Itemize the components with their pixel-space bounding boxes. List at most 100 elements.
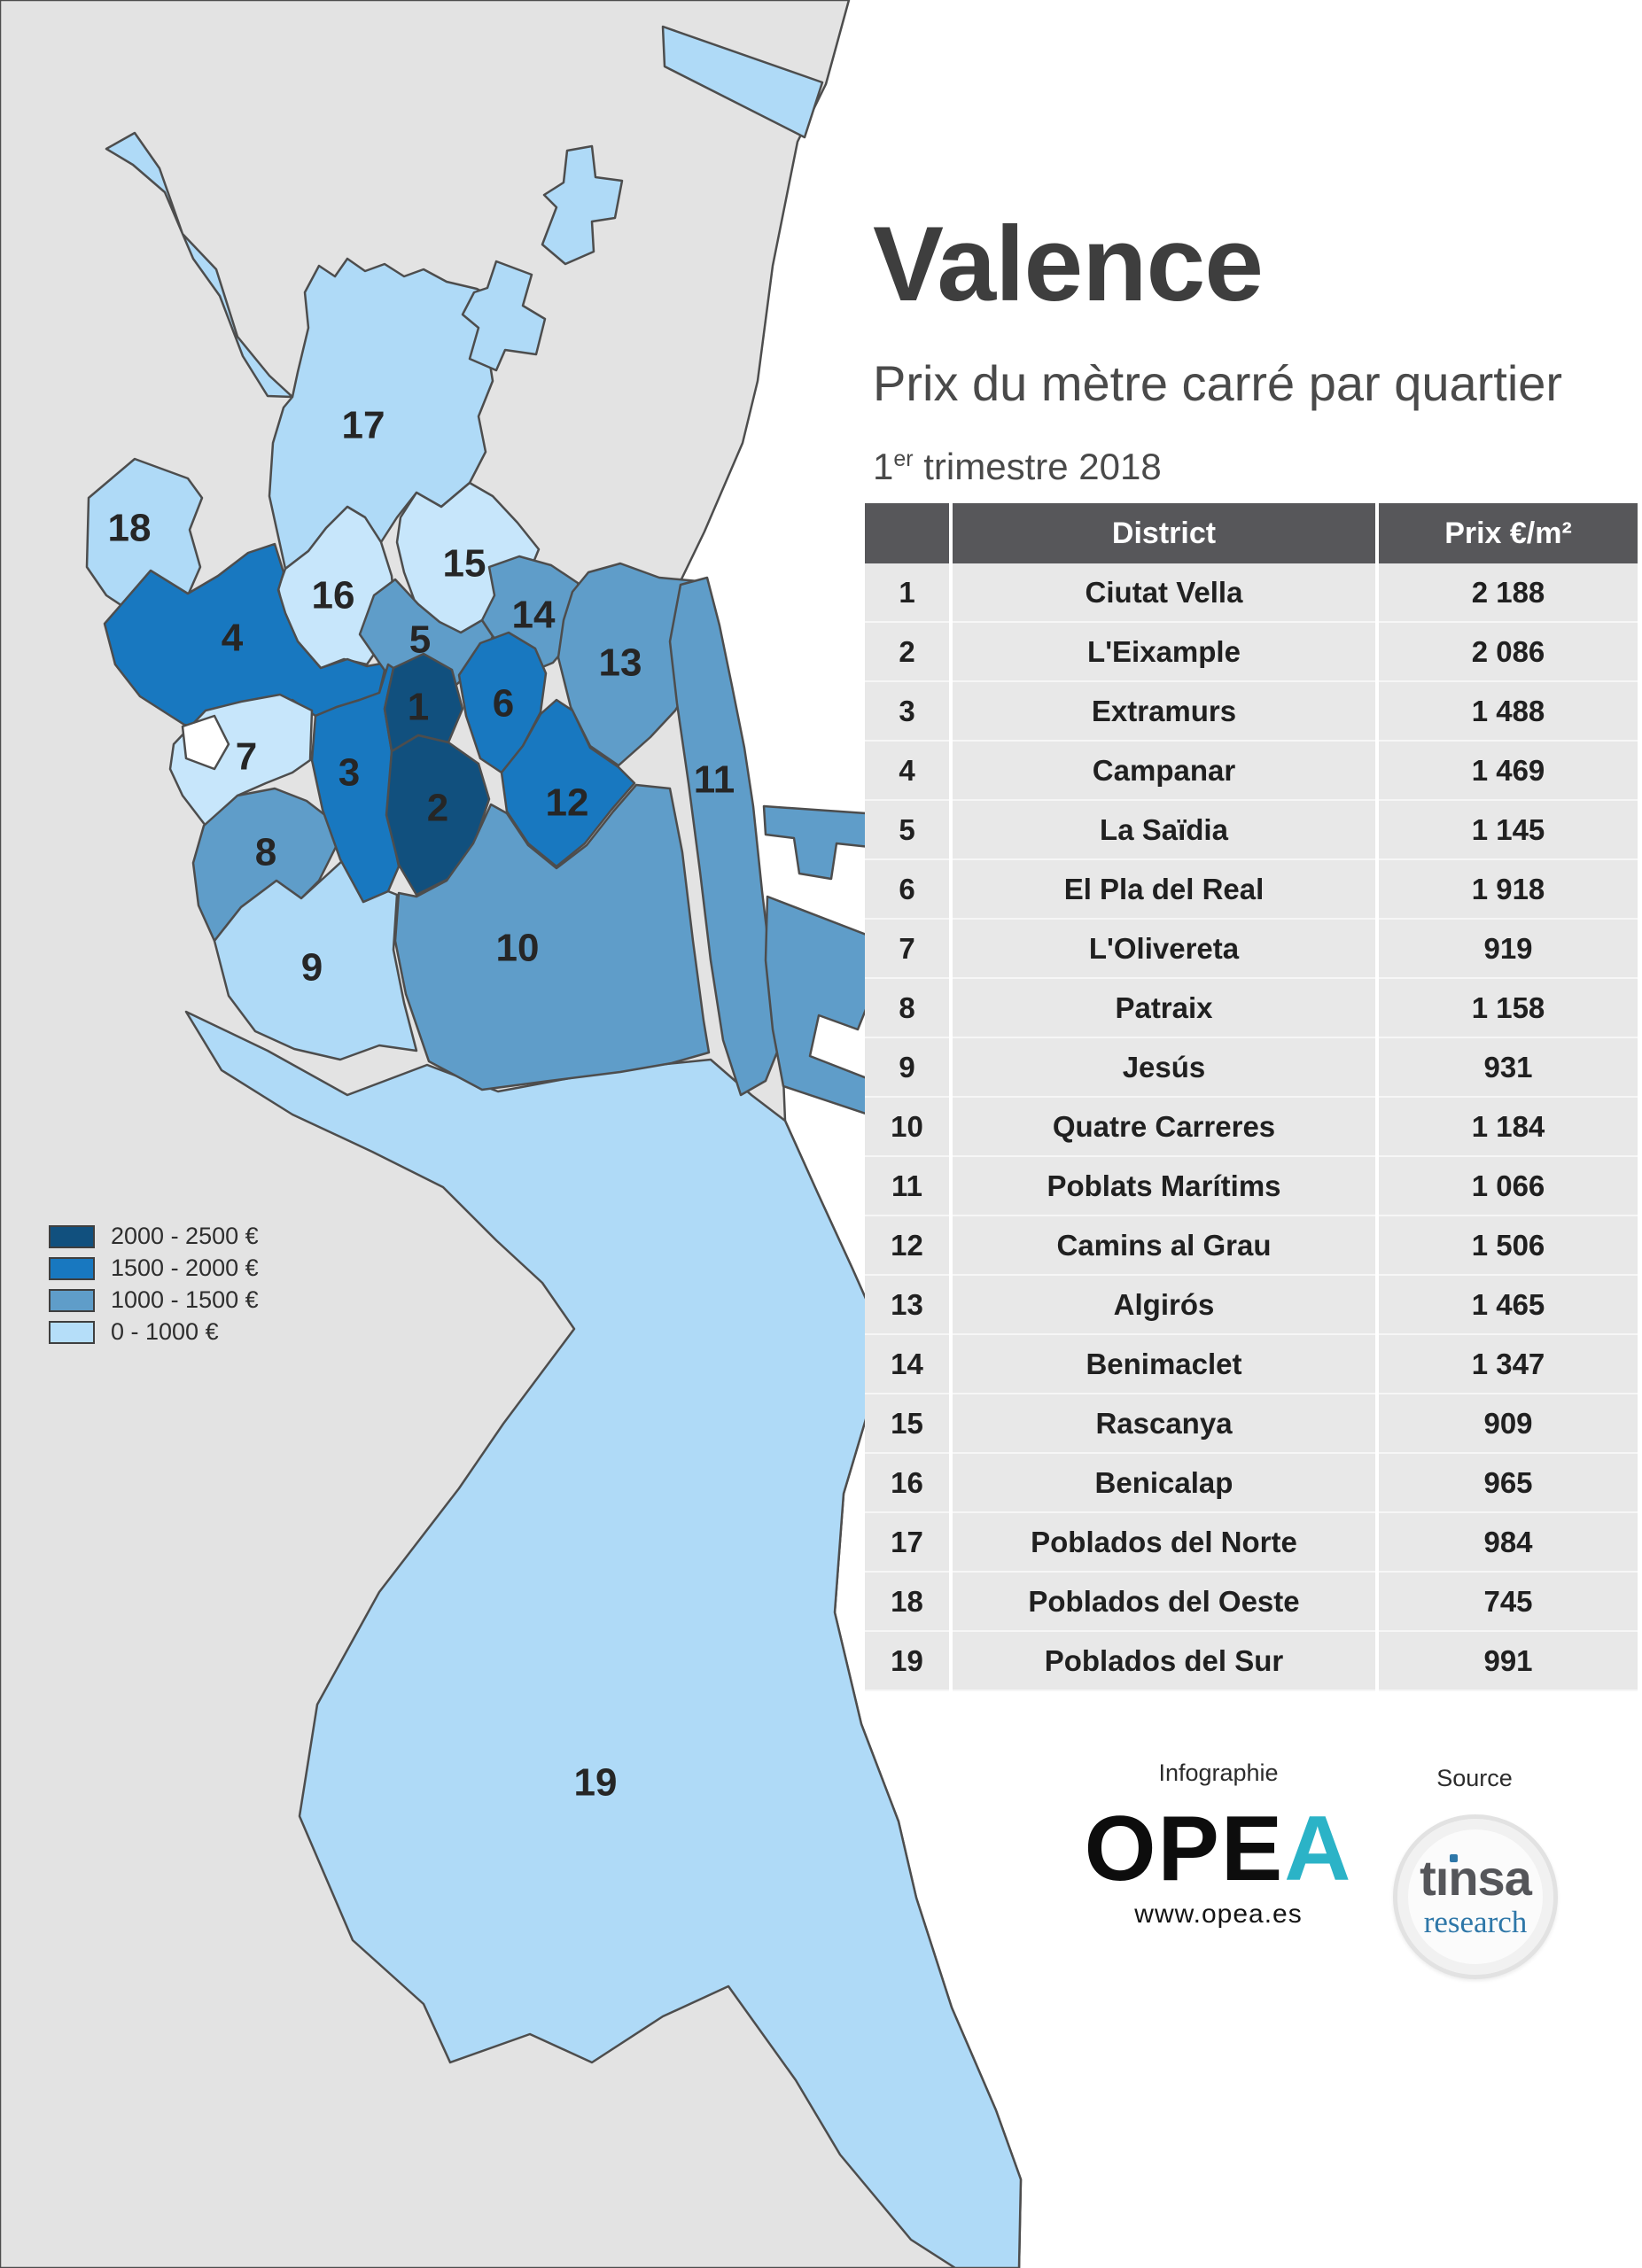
table-cell-number: 7 [865, 920, 949, 979]
tinsa-text: tınsa [1420, 1850, 1532, 1906]
district-7-label: 7 [236, 735, 257, 779]
table-cell-district: Camins al Grau [953, 1216, 1375, 1276]
table-cell-district: Extramurs [953, 682, 1375, 742]
table-cell-price: 1 347 [1379, 1335, 1638, 1394]
district-6-label: 6 [493, 682, 514, 726]
district-9-region [213, 859, 418, 1061]
table-cell-district: Poblados del Norte [953, 1513, 1375, 1573]
district-17-exclave-band [661, 25, 824, 139]
district-10-region [393, 783, 711, 1091]
legend-item: 1000 - 1500 € [49, 1286, 259, 1313]
legend: 2000 - 2500 € 1500 - 2000 € 1000 - 1500 € 0… [49, 1223, 259, 1352]
table-cell-price: 745 [1379, 1573, 1638, 1632]
legend-swatch [49, 1320, 95, 1344]
district-9-label: 9 [301, 946, 323, 990]
header-number [865, 503, 949, 563]
opea-text-black: OPE [1084, 1798, 1285, 1900]
table-cell-price: 1 145 [1379, 801, 1638, 860]
table-cell-number: 16 [865, 1454, 949, 1513]
table-cell-price: 1 506 [1379, 1216, 1638, 1276]
legend-label: 1000 - 1500 € [111, 1286, 259, 1313]
table-cell-number: 13 [865, 1276, 949, 1335]
table-cell-number: 2 [865, 623, 949, 682]
table-cell-district: Benimaclet [953, 1335, 1375, 1394]
table-cell-price: 984 [1379, 1513, 1638, 1573]
district-19-label: 19 [574, 1761, 618, 1805]
table-cell-number: 5 [865, 801, 949, 860]
table-cell-price: 909 [1379, 1394, 1638, 1454]
table-cell-district: Campanar [953, 742, 1375, 801]
enclave-mislata [181, 714, 230, 771]
table-cell-number: 9 [865, 1038, 949, 1098]
table-cell-number: 12 [865, 1216, 949, 1276]
district-18-label: 18 [108, 507, 152, 550]
table-cell-price: 1 488 [1379, 682, 1638, 742]
district-8-label: 8 [255, 831, 276, 874]
table-cell-district: Jesús [953, 1038, 1375, 1098]
legend-item: 2000 - 2500 € [49, 1223, 259, 1249]
legend-swatch [49, 1288, 95, 1312]
district-17-exclave-a [541, 144, 624, 266]
district-15-label: 15 [443, 542, 486, 586]
tinsa-i-dot [1450, 1854, 1459, 1862]
page-subtitle: Prix du mètre carré par quartier [873, 355, 1563, 411]
opea-logo: OPEA www.opea.es [1070, 1797, 1366, 1930]
opea-wordmark: OPEA [1070, 1797, 1366, 1903]
table-cell-district: Patraix [953, 979, 1375, 1038]
district-2-label: 2 [427, 787, 448, 830]
district-6-region [457, 631, 548, 774]
table-cell-district: Poblats Marítims [953, 1157, 1375, 1216]
legend-item: 1500 - 2000 € [49, 1254, 259, 1281]
district-17-label: 17 [342, 404, 385, 447]
table-cell-price: 1 066 [1379, 1157, 1638, 1216]
district-13-label: 13 [599, 641, 642, 685]
period-label: 1er trimestre 2018 [873, 446, 1562, 488]
table-cell-price: 965 [1379, 1454, 1638, 1513]
table-cell-number: 6 [865, 860, 949, 920]
table-cell-price: 2 188 [1379, 563, 1638, 623]
infographie-label: Infographie [1158, 1759, 1279, 1786]
table-cell-price: 991 [1379, 1632, 1638, 1691]
header-price: Prix €/m² [1379, 503, 1638, 563]
district-1-label: 1 [408, 686, 429, 729]
title-block: Valence Prix du mètre carré par quartier… [873, 211, 1562, 488]
period-ordinal: er [893, 447, 914, 471]
table-cell-number: 18 [865, 1573, 949, 1632]
period-rest: trimestre 2018 [913, 446, 1162, 487]
legend-label: 0 - 1000 € [111, 1318, 219, 1345]
legend-label: 2000 - 2500 € [111, 1223, 259, 1249]
table-cell-district: Benicalap [953, 1454, 1375, 1513]
table-cell-number: 1 [865, 563, 949, 623]
source-label: Source [1436, 1765, 1513, 1791]
district-10-label: 10 [496, 927, 540, 970]
district-14-label: 14 [512, 594, 556, 637]
table-cell-price: 2 086 [1379, 623, 1638, 682]
district-17-exclave-b [461, 260, 547, 372]
table-cell-price: 931 [1379, 1038, 1638, 1098]
price-table: District Prix €/m² 1 Ciutat Vella 2 188 2 L'… [865, 503, 1641, 1691]
table-cell-district: L'Olivereta [953, 920, 1375, 979]
table-cell-number: 10 [865, 1098, 949, 1157]
tinsa-logo: tınsa research [1393, 1814, 1558, 1979]
legend-label: 1500 - 2000 € [111, 1254, 259, 1281]
district-16-label: 16 [312, 574, 355, 617]
opea-url: www.opea.es [1134, 1899, 1303, 1929]
table-cell-price: 1 184 [1379, 1098, 1638, 1157]
table-cell-number: 17 [865, 1513, 949, 1573]
legend-item: 0 - 1000 € [49, 1318, 259, 1345]
table-cell-number: 11 [865, 1157, 949, 1216]
district-11-region [668, 576, 785, 1097]
table-cell-number: 14 [865, 1335, 949, 1394]
table-cell-number: 8 [865, 979, 949, 1038]
district-18-region [85, 457, 204, 615]
table-cell-district: Algirós [953, 1276, 1375, 1335]
table-cell-district: Quatre Carreres [953, 1098, 1375, 1157]
table-cell-district: L'Eixample [953, 623, 1375, 682]
district-5-label: 5 [409, 618, 431, 662]
district-11-label: 11 [694, 758, 735, 802]
opea-text-accent: A [1284, 1798, 1353, 1900]
period-number: 1 [873, 446, 894, 487]
district-13-region [556, 562, 709, 767]
